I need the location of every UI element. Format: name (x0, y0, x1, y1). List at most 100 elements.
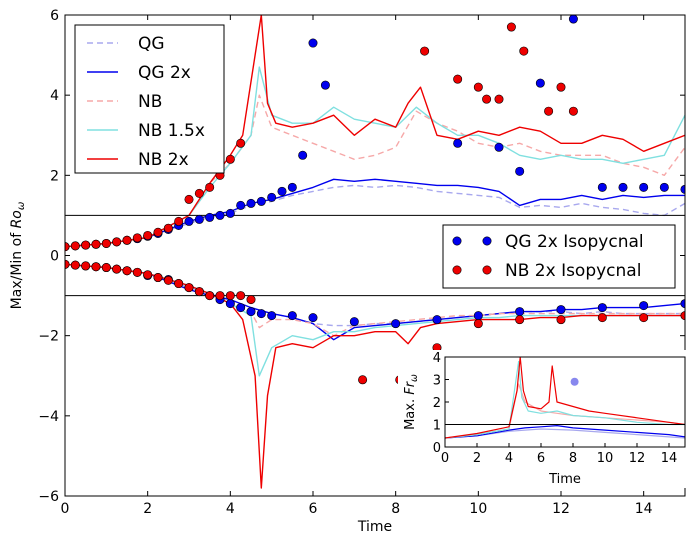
point-nb-2x-isopycnal (473, 319, 483, 329)
inset-x-tick-label: 2 (473, 451, 481, 466)
point-nb-2x-isopycnal (81, 240, 91, 250)
legend-points-box (442, 224, 676, 289)
point-qg-2x-isopycnal (256, 309, 266, 319)
point-qg-2x-isopycnal (215, 210, 225, 220)
point-qg-2x-isopycnal (515, 166, 525, 176)
point-qg-2x-isopycnal (453, 138, 463, 148)
point-nb-2x-isopycnal (143, 230, 153, 240)
point-nb-2x-isopycnal (101, 263, 111, 273)
inset-series-line-qg-2x (445, 425, 685, 439)
x-tick-label: 10 (469, 501, 487, 517)
point-nb-2x-isopycnal (236, 138, 246, 148)
point-nb-2x-isopycnal (236, 291, 246, 301)
y-tick-label: −2 (38, 329, 59, 345)
inset-y-tick-label: 4 (433, 351, 441, 366)
point-nb-2x-isopycnal (544, 106, 554, 116)
point-nb-2x-isopycnal (132, 233, 142, 243)
point-nb-2x-isopycnal (225, 154, 235, 164)
inset-y-tick-label: 3 (433, 374, 441, 389)
point-nb-2x-isopycnal (453, 74, 463, 84)
inset-x-axis-label: Time (548, 472, 581, 487)
legend-line-label: NB 1.5x (138, 121, 205, 141)
legend-line-label: QG 2x (138, 63, 191, 83)
point-nb-2x-isopycnal (65, 259, 70, 269)
point-qg-2x-isopycnal (194, 214, 204, 224)
point-nb-2x-isopycnal (184, 194, 194, 204)
inset-x-tick-label: 14 (661, 451, 678, 466)
inset-x-tick-label: 8 (569, 451, 577, 466)
inset-x-tick-label: 12 (629, 451, 646, 466)
point-nb-2x-isopycnal (163, 223, 173, 233)
legend-points: QG 2x Isopycnal NB 2x Isopycnal (442, 224, 676, 289)
point-qg-2x-isopycnal (236, 303, 246, 313)
inset-x-tick-label: 4 (505, 451, 513, 466)
y-tick-label: 6 (50, 8, 59, 24)
point-nb-2x-isopycnal (556, 82, 566, 92)
inset-x-tick-label: 6 (537, 451, 545, 466)
point-nb-2x-isopycnal (246, 295, 256, 305)
main-data-layer (65, 15, 685, 489)
point-nb-2x-isopycnal (91, 239, 101, 249)
legend-point-label: NB 2x Isopycnal (505, 261, 641, 281)
point-nb-2x-isopycnal (70, 241, 80, 251)
x-tick-label: 12 (552, 501, 570, 517)
point-qg-2x-isopycnal (515, 307, 525, 317)
point-qg-2x-isopycnal (267, 311, 277, 321)
y-tick-label: −4 (38, 409, 59, 425)
point-nb-2x-isopycnal (194, 188, 204, 198)
legend-point-marker (452, 265, 462, 275)
inset-y-tick-label: 2 (433, 396, 441, 411)
point-qg-2x-isopycnal (246, 198, 256, 208)
series-line-nb-max (65, 94, 685, 248)
legend-line-label: NB 2x (138, 150, 189, 170)
legend-line-label: NB (138, 92, 162, 112)
point-nb-2x-isopycnal (225, 291, 235, 301)
legend-line-label: QG (138, 34, 165, 54)
legend-point-marker (482, 236, 492, 246)
point-qg-2x-isopycnal (225, 208, 235, 218)
point-nb-2x-isopycnal (194, 287, 204, 297)
point-qg-2x-isopycnal (287, 311, 297, 321)
point-qg-2x-isopycnal (535, 78, 545, 88)
y-tick-label: 0 (50, 249, 59, 265)
x-tick-label: 6 (309, 501, 318, 517)
point-nb-2x-isopycnal (174, 216, 184, 226)
point-qg-2x-isopycnal (256, 196, 266, 206)
inset-data-layer (445, 357, 685, 439)
inset-series-line-nb-1-5x (445, 360, 685, 439)
point-qg-2x-isopycnal (267, 192, 277, 202)
inset-x-tick-label: 0 (441, 451, 449, 466)
point-qg-2x-isopycnal (556, 305, 566, 315)
legend-point-label: QG 2x Isopycnal (505, 232, 644, 252)
point-nb-2x-isopycnal (205, 182, 215, 192)
point-qg-2x-isopycnal (287, 182, 297, 192)
point-qg-2x-isopycnal (659, 182, 669, 192)
legend-lines: QG QG 2x NB NB 1.5x NB 2x (74, 24, 225, 174)
point-qg-2x-isopycnal (494, 142, 504, 152)
point-nb-2x-isopycnal (112, 264, 122, 274)
point-nb-2x-isopycnal (556, 315, 566, 325)
legend-point-marker (452, 236, 462, 246)
point-nb-2x-isopycnal (101, 238, 111, 248)
inset-series-line-nb-2x (445, 357, 685, 439)
point-nb-2x-isopycnal (132, 267, 142, 277)
legend-lines-box (74, 24, 225, 174)
point-qg-2x-isopycnal (639, 301, 649, 311)
point-nb-2x-isopycnal (122, 266, 132, 276)
point-qg-2x-isopycnal (639, 182, 649, 192)
series-line-nb-2x-max (65, 15, 685, 248)
point-nb-2x-isopycnal (112, 237, 122, 247)
point-nb-2x-isopycnal (568, 106, 578, 116)
point-nb-2x-isopycnal (122, 235, 132, 245)
point-nb-2x-isopycnal (153, 273, 163, 283)
inset-x-tick-label: 10 (597, 451, 614, 466)
y-tick-label: −6 (38, 489, 59, 505)
point-qg-2x-isopycnal (308, 38, 318, 48)
point-nb-2x-isopycnal (153, 227, 163, 237)
legend-point-marker (482, 265, 492, 275)
point-nb-2x-isopycnal (215, 291, 225, 301)
point-qg-2x-isopycnal (618, 182, 628, 192)
point-qg-2x-isopycnal (225, 299, 235, 309)
point-nb-2x-isopycnal (639, 313, 649, 323)
